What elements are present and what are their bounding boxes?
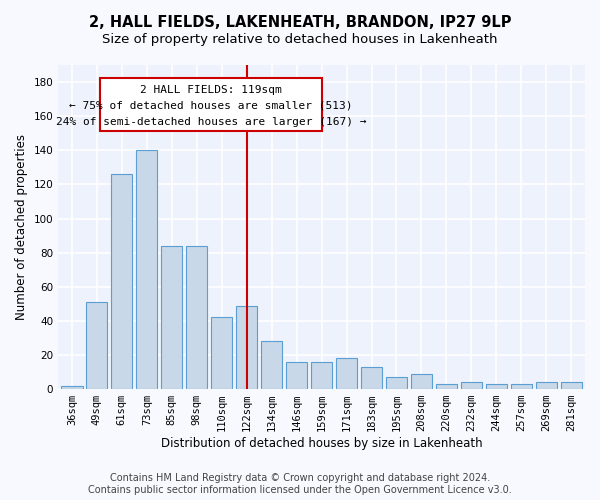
Bar (411, 374, 432, 389)
Bar (560, 382, 582, 389)
Bar (436, 384, 457, 389)
Bar (211, 318, 232, 389)
Bar (336, 358, 357, 389)
Text: Size of property relative to detached houses in Lakenheath: Size of property relative to detached ho… (102, 32, 498, 46)
Bar (461, 382, 482, 389)
Text: 2 HALL FIELDS: 119sqm: 2 HALL FIELDS: 119sqm (140, 84, 282, 94)
Bar (236, 306, 257, 389)
Text: 24% of semi-detached houses are larger (167) →: 24% of semi-detached houses are larger (… (56, 117, 366, 127)
Bar (61, 386, 83, 389)
Bar (311, 362, 332, 389)
Bar (86, 302, 107, 389)
FancyBboxPatch shape (100, 78, 322, 132)
X-axis label: Distribution of detached houses by size in Lakenheath: Distribution of detached houses by size … (161, 437, 482, 450)
Bar (186, 246, 208, 389)
Text: 2, HALL FIELDS, LAKENHEATH, BRANDON, IP27 9LP: 2, HALL FIELDS, LAKENHEATH, BRANDON, IP2… (89, 15, 511, 30)
Bar (161, 246, 182, 389)
Bar (286, 362, 307, 389)
Bar (111, 174, 133, 389)
Bar (536, 382, 557, 389)
Bar (261, 342, 282, 389)
Y-axis label: Number of detached properties: Number of detached properties (15, 134, 28, 320)
Bar (511, 384, 532, 389)
Text: Contains HM Land Registry data © Crown copyright and database right 2024.
Contai: Contains HM Land Registry data © Crown c… (88, 474, 512, 495)
Bar (486, 384, 507, 389)
Text: ← 75% of detached houses are smaller (513): ← 75% of detached houses are smaller (51… (69, 101, 353, 111)
Bar (361, 367, 382, 389)
Bar (136, 150, 157, 389)
Bar (386, 377, 407, 389)
